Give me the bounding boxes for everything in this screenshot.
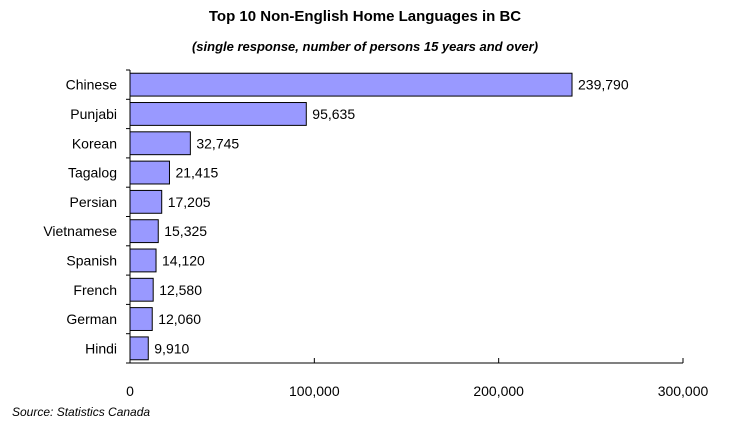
bar (129, 336, 149, 361)
x-tick-label: 200,000 (473, 383, 524, 399)
bar (129, 248, 157, 273)
bar (129, 102, 307, 126)
category-label: Chinese (66, 77, 118, 93)
data-label: 95,635 (312, 106, 355, 122)
category-label: Punjabi (70, 106, 117, 122)
category-label: Spanish (66, 252, 117, 268)
category-label: Vietnamese (43, 223, 117, 239)
data-label: 12,060 (158, 311, 201, 327)
x-tick-label: 300,000 (658, 383, 709, 399)
bar (129, 131, 191, 156)
x-tick-label: 100,000 (289, 383, 340, 399)
bar (129, 160, 170, 185)
data-label: 17,205 (168, 194, 211, 210)
bar (129, 219, 159, 244)
chart-title: Top 10 Non-English Home Languages in BC (208, 8, 522, 25)
bar (129, 307, 153, 331)
category-label: Korean (72, 135, 117, 151)
data-label: 239,790 (578, 77, 629, 93)
data-label: 14,120 (162, 252, 205, 268)
data-label: 32,745 (196, 135, 239, 151)
bar (129, 189, 163, 214)
chart-subtitle: (single response, number of persons 15 y… (191, 39, 539, 54)
x-tick-label: 0 (126, 383, 134, 399)
source-note: Source: Statistics Canada (12, 405, 151, 419)
category-label: Tagalog (68, 165, 117, 181)
bar (129, 277, 154, 302)
data-label: 21,415 (175, 165, 218, 181)
bar (129, 72, 573, 97)
category-label: German (66, 311, 117, 327)
category-label: Hindi (85, 340, 117, 356)
data-label: 15,325 (164, 223, 207, 239)
data-label: 12,580 (159, 282, 202, 298)
category-label: French (73, 282, 117, 298)
category-label: Persian (70, 194, 117, 210)
data-label: 9,910 (154, 340, 189, 356)
